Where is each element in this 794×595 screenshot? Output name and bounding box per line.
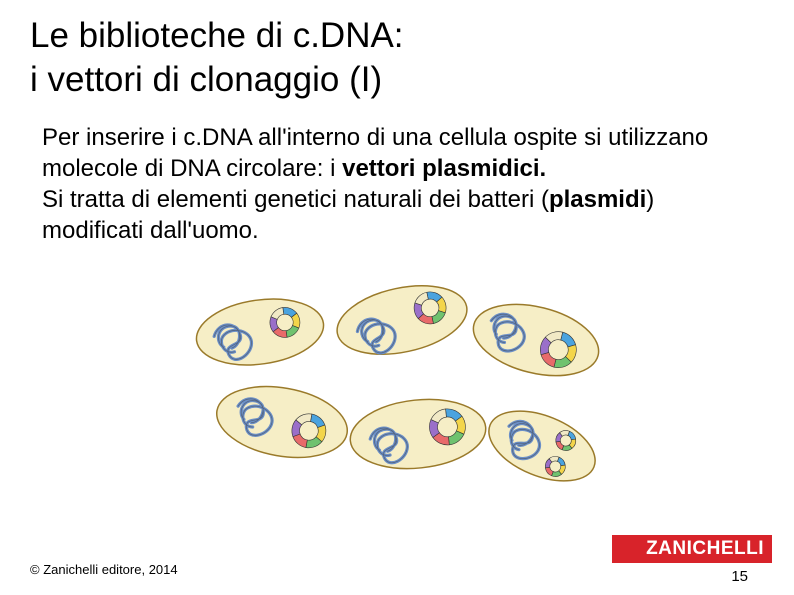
publisher-logo: ZANICHELLI bbox=[612, 535, 772, 563]
title-line1: Le biblioteche di c.DNA: bbox=[30, 16, 404, 55]
logo-text: ZANICHELLI bbox=[646, 538, 764, 560]
page-title: Le biblioteche di c.DNA: i vettori di cl… bbox=[30, 14, 764, 102]
page-number: 15 bbox=[731, 568, 748, 585]
bacteria-svg bbox=[182, 274, 612, 494]
title-line2: i vettori di clonaggio (I) bbox=[30, 60, 382, 99]
copyright-footer: © Zanichelli editore, 2014 bbox=[30, 562, 178, 577]
slide: Le biblioteche di c.DNA: i vettori di cl… bbox=[0, 0, 794, 595]
para-2a: Si tratta di elementi genetici naturali … bbox=[42, 186, 549, 213]
para-2b: plasmidi bbox=[549, 186, 646, 213]
body-paragraph: Per inserire i c.DNA all'interno di una … bbox=[30, 122, 764, 247]
para-1b: vettori plasmidici. bbox=[342, 155, 546, 182]
bacteria-illustration bbox=[30, 274, 764, 494]
